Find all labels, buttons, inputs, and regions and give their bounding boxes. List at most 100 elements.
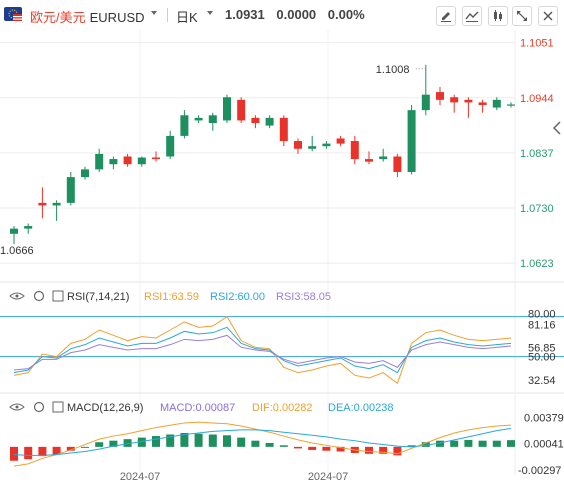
macd-histogram-bar — [123, 439, 132, 447]
gear-icon[interactable] — [33, 290, 45, 302]
rsi-tick-label: 81.16 — [528, 320, 556, 332]
scale-button[interactable] — [512, 6, 532, 26]
candle-body — [66, 177, 75, 203]
macd-histogram-bar — [379, 446, 388, 454]
indicator-button[interactable] — [462, 6, 482, 26]
gear-icon[interactable] — [33, 401, 45, 413]
candle-body — [24, 226, 33, 229]
macd-histogram-bar — [507, 440, 515, 447]
candle-body — [294, 141, 302, 149]
pencil-button[interactable] — [436, 6, 456, 26]
macd-value: MACD:0.00087 — [160, 402, 235, 414]
macd-histogram-bar — [194, 433, 203, 447]
candle-body — [208, 115, 217, 124]
scale-icon — [517, 11, 527, 21]
price-tick-label: 1.0837 — [520, 148, 554, 160]
high-price-label: 1.1008 — [376, 64, 410, 76]
candle-body — [507, 104, 515, 106]
rsi-tick-label: 50.00 — [528, 352, 556, 364]
rsi-tick-label: 56.85 — [528, 343, 556, 355]
macd-histogram-bar — [407, 445, 416, 447]
macd-histogram-bar — [223, 435, 231, 447]
macd-histogram-bar — [66, 446, 75, 451]
macd-histogram-bar — [294, 446, 302, 449]
candle-body — [123, 156, 132, 165]
macd-tick-label: 0.00379 — [524, 413, 564, 425]
candle-body — [279, 117, 288, 142]
rsi-tick-label: 32.54 — [528, 375, 556, 387]
price-tick-label: 1.0730 — [520, 203, 554, 215]
price-tick-label: 1.1051 — [520, 38, 554, 50]
candle-body — [166, 135, 175, 157]
candle-body — [194, 117, 203, 121]
macd-histogram-bar — [393, 446, 402, 456]
eye-icon-pupil — [15, 294, 19, 298]
candle-body — [251, 117, 260, 124]
macd-histogram-bar — [492, 440, 501, 447]
symbol-name-cn: 欧元/美元 — [30, 10, 86, 25]
candle-body — [152, 157, 160, 160]
candle-body — [350, 141, 359, 160]
checkbox-icon[interactable] — [52, 290, 64, 302]
macd-histogram-bar — [464, 439, 473, 447]
symbol-code: EURUSD — [89, 10, 145, 25]
macd-histogram-bar — [251, 440, 260, 447]
indicator-icon — [465, 11, 479, 22]
candle-body — [52, 202, 61, 206]
candle-body — [308, 146, 317, 149]
chevron-down-icon[interactable] — [207, 11, 213, 15]
rsi-tick-label: 80.00 — [528, 309, 556, 321]
high-price-leader — [415, 64, 427, 70]
macd-histogram-bar — [109, 440, 118, 447]
macd-histogram-bar — [365, 446, 373, 454]
macd-plot: 0.00379 0.00041 -0.00297 — [10, 413, 564, 477]
period-selector[interactable]: 日K — [176, 10, 198, 25]
macd-histogram-bar — [180, 432, 189, 447]
rsi-title: RSI(7,14,21) — [67, 291, 129, 303]
time-axis-label: 2024-07 — [120, 471, 160, 483]
quote-summary: 1.0931 0.0000 0.00% — [225, 7, 373, 22]
rsi1-line — [13, 315, 512, 385]
divider — [167, 8, 168, 22]
macd-histogram-bar — [208, 434, 217, 447]
macd-title: MACD(12,26,9) — [67, 402, 143, 414]
chevron-down-icon[interactable] — [151, 11, 157, 15]
chevron-left-icon[interactable] — [552, 121, 561, 135]
dif-value: DIF:0.00282 — [252, 402, 313, 414]
macd-histogram-bar — [95, 442, 104, 447]
macd-histogram-bar — [81, 446, 89, 448]
candlestick-series — [10, 64, 515, 245]
eye-icon[interactable] — [9, 403, 25, 411]
rsi3-value: RSI3:58.05 — [276, 291, 331, 303]
candle-body — [10, 228, 18, 234]
chart-canvas[interactable]: 1.1051 1.0944 1.0837 1.0730 1.0623 1.1008 1.… — [0, 30, 564, 486]
macd-histogram-bar — [436, 440, 444, 447]
macd-histogram-bar — [336, 446, 345, 452]
eye-icon[interactable] — [9, 292, 25, 300]
macd-tick-label: -0.00297 — [518, 465, 561, 477]
macd-histogram-bar — [10, 446, 18, 461]
price-change-pct: 0.00% — [327, 7, 365, 22]
candle-style-button[interactable] — [488, 6, 508, 26]
symbol-selector[interactable]: 欧元/美元 EURUSD — [30, 7, 145, 26]
rsi1-value: RSI1:63.59 — [144, 291, 199, 303]
candle-body — [180, 115, 189, 136]
candle-body — [137, 157, 146, 165]
last-price: 1.0931 — [225, 7, 265, 22]
candle-body — [393, 156, 402, 172]
candle-body — [81, 169, 89, 178]
close-button[interactable] — [538, 6, 558, 26]
macd-histogram-bar — [137, 437, 146, 447]
candle-body — [322, 143, 331, 147]
candle-body — [379, 156, 388, 160]
checkbox-icon[interactable] — [52, 401, 64, 413]
macd-tick-label: 0.00041 — [524, 439, 564, 451]
price-axis: 1.1051 1.0944 1.0837 1.0730 1.0623 — [520, 38, 554, 271]
eye-icon-pupil — [15, 405, 19, 409]
macd-histogram-bar — [24, 446, 33, 460]
grid-lines — [0, 30, 564, 475]
macd-panel-header: MACD(12,26,9) MACD:0.00087 DIF:0.00282 D… — [9, 401, 393, 414]
candle-body — [478, 102, 487, 105]
candle-body — [237, 99, 246, 121]
macd-histogram-bar — [478, 440, 487, 447]
